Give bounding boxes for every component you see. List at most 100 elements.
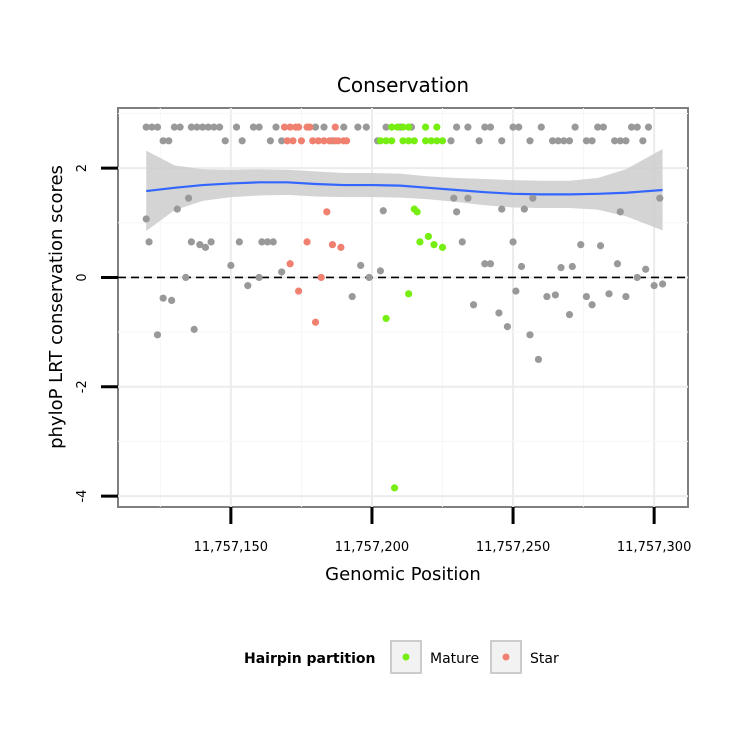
data-point-other (142, 215, 150, 223)
data-point-other (199, 123, 207, 131)
data-point-other (187, 238, 195, 246)
data-point-other (232, 123, 241, 131)
data-point-other (498, 205, 506, 213)
data-point-mature (424, 232, 432, 241)
data-point-other (354, 123, 362, 131)
data-point-other (557, 264, 565, 272)
data-point-mature (405, 123, 413, 131)
data-point-star (286, 260, 294, 268)
data-point-other (613, 260, 622, 268)
data-point-other (201, 243, 210, 251)
data-point-mature (382, 137, 390, 145)
legend-label-mature: Mature (430, 651, 479, 667)
legend-item-star: Star (490, 640, 559, 674)
data-point-other (227, 261, 235, 270)
data-point-other (168, 296, 176, 304)
x-axis: 11,757,150 11,757,200 11,757,250 11,757,300 (194, 507, 691, 555)
data-point-mature (393, 123, 401, 131)
data-point-other (357, 261, 365, 270)
data-point-other (498, 137, 506, 145)
data-point-other (184, 194, 193, 202)
data-point-mature (390, 484, 399, 492)
data-point-other (526, 331, 534, 339)
data-point-mature (399, 123, 407, 131)
data-point-star (297, 137, 306, 145)
data-point-other (656, 194, 664, 202)
data-point-other (577, 241, 585, 249)
data-point-other (616, 137, 624, 145)
data-point-other (565, 311, 574, 319)
data-point-star (334, 137, 342, 145)
x-tick-label: 11,757,250 (476, 540, 550, 555)
data-point-other (469, 301, 478, 309)
data-point-star (317, 273, 325, 282)
data-point-other (142, 123, 150, 131)
data-point-other (633, 273, 641, 282)
data-point-other (526, 137, 534, 145)
data-point-other (642, 265, 650, 273)
data-point-star (309, 137, 317, 145)
data-point-other (481, 123, 489, 131)
data-point-mature (410, 137, 418, 145)
data-point-other (464, 194, 472, 202)
data-point-mature (388, 137, 396, 145)
data-point-other (529, 194, 537, 202)
data-point-mature (433, 137, 441, 145)
y-tick-label: 0 (75, 273, 90, 281)
data-point-other (650, 282, 658, 290)
data-point-other (193, 123, 201, 131)
data-point-other (582, 137, 591, 145)
data-point-star (314, 137, 322, 145)
data-point-other (207, 238, 215, 246)
data-point-other (453, 123, 461, 131)
data-point-mature (405, 290, 413, 298)
data-point-other (486, 123, 495, 131)
data-point-mature (427, 137, 435, 145)
data-point-other (215, 123, 224, 131)
data-point-other (176, 123, 184, 131)
data-point-other (639, 137, 647, 145)
data-point-other (509, 123, 517, 131)
data-point-other (190, 325, 198, 333)
data-point-other (266, 137, 274, 145)
data-point-mature (405, 137, 413, 145)
data-point-star (328, 241, 337, 249)
data-point-other (605, 290, 613, 298)
data-point-other (622, 137, 630, 145)
data-point-other (311, 123, 320, 131)
data-point-other (159, 294, 167, 302)
data-point-other (582, 292, 591, 301)
data-point-other (554, 137, 562, 145)
y-tick-label: -2 (75, 380, 90, 393)
data-point-other (255, 273, 263, 282)
data-point-other (560, 137, 568, 145)
data-point-other (153, 331, 162, 339)
x-tick-label: 11,757,200 (335, 540, 409, 555)
data-point-other (568, 262, 576, 271)
data-point-other (543, 292, 551, 301)
data-point-other (249, 123, 258, 131)
data-point-other (204, 123, 212, 131)
data-point-other (340, 123, 348, 131)
data-point-mature (430, 241, 438, 249)
data-point-other (627, 123, 636, 131)
data-point-star (331, 123, 339, 131)
data-point-star (289, 137, 297, 145)
data-point-other (599, 123, 607, 131)
data-point-star (326, 137, 334, 145)
data-point-star (320, 137, 328, 145)
legend-title: Hairpin partition (244, 651, 375, 667)
legend-dot-star (502, 653, 510, 661)
x-tick-label: 11,757,300 (617, 540, 691, 555)
data-point-other (551, 291, 559, 299)
confidence-ribbon-layer (146, 148, 663, 231)
data-point-mature (438, 137, 447, 145)
legend-label-star: Star (530, 651, 559, 667)
data-point-star (342, 137, 351, 145)
data-point-other (447, 137, 455, 145)
data-point-other (269, 238, 277, 246)
x-axis-title: Genomic Position (325, 564, 481, 585)
data-point-other (320, 123, 328, 131)
data-point-star (311, 318, 320, 326)
